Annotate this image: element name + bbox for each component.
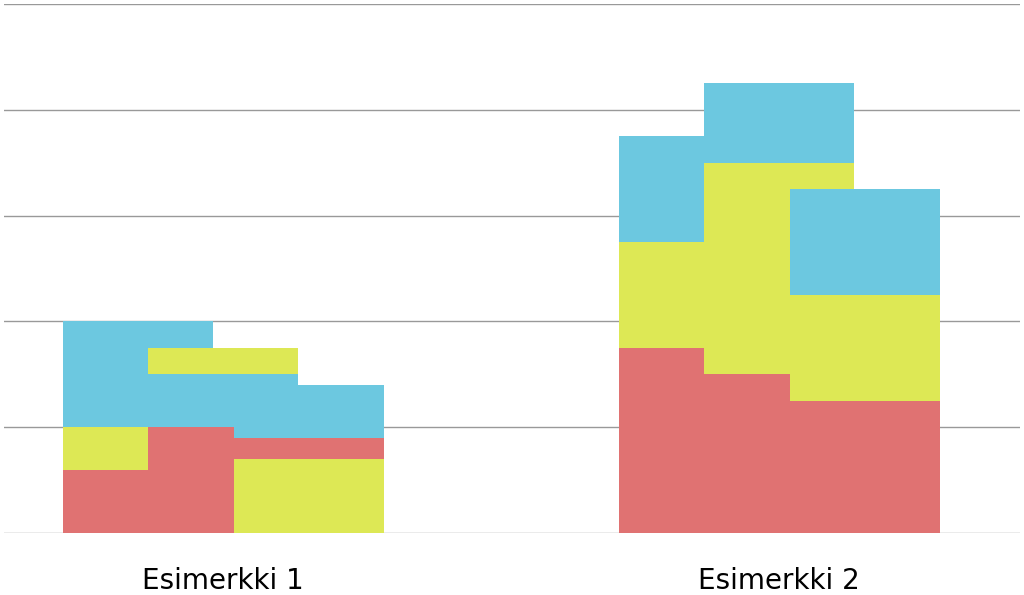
Bar <box>790 401 940 533</box>
Bar <box>148 348 298 533</box>
Bar <box>148 348 298 374</box>
Bar <box>62 321 213 427</box>
Text: Esimerkki 1: Esimerkki 1 <box>142 568 304 595</box>
Bar <box>234 385 384 438</box>
Bar <box>618 242 769 348</box>
Bar <box>790 189 940 295</box>
Bar <box>234 385 384 533</box>
Bar <box>705 374 854 533</box>
Bar <box>618 348 769 533</box>
Bar <box>62 321 213 533</box>
Bar <box>618 136 769 242</box>
Bar <box>790 295 940 401</box>
Bar <box>705 83 854 163</box>
Bar <box>234 438 384 459</box>
Bar <box>148 374 298 427</box>
Bar <box>62 427 213 469</box>
Text: Esimerkki 2: Esimerkki 2 <box>698 568 860 595</box>
Bar <box>705 163 854 374</box>
